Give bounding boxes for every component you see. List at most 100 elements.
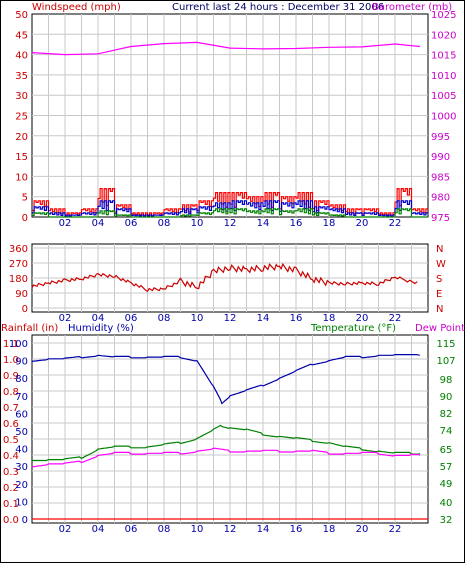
gust-series xyxy=(32,188,428,216)
x-tick-label: 10 xyxy=(191,218,204,229)
x-tick-label: 04 xyxy=(92,218,105,229)
x-tick-label: 08 xyxy=(158,524,171,535)
humidity-series xyxy=(31,354,420,405)
direction-tick-label: 180 xyxy=(9,274,28,285)
barometer-tick-label: 995 xyxy=(431,132,450,143)
compass-tick-label: N xyxy=(436,244,443,255)
windspeed-tick-label: 30 xyxy=(15,91,28,102)
temperature-tick-label: 49 xyxy=(440,479,453,490)
direction-tick-label: 360 xyxy=(9,244,28,255)
x-tick-label: 02 xyxy=(59,313,72,324)
direction-tick-label: 0 xyxy=(22,304,28,315)
rainfall-tick-label: 0.4 xyxy=(3,451,19,462)
humidity-tick-label: 90 xyxy=(15,357,28,368)
barometer-tick-label: 1020 xyxy=(431,30,456,41)
x-tick-label: 12 xyxy=(224,218,237,229)
windspeed-tick-label: 15 xyxy=(15,152,28,163)
temperature-tick-label: 65 xyxy=(440,445,453,456)
windspeed-tick-label: 45 xyxy=(15,30,28,41)
humidity-tick-label: 50 xyxy=(15,427,28,438)
rainfall-tick-label: 0.1 xyxy=(3,499,19,510)
barometer-tick-label: 985 xyxy=(431,172,450,183)
windspeed-tick-label: 40 xyxy=(15,51,28,62)
rainfall-tick-label: 0.7 xyxy=(3,403,19,414)
grid-layer xyxy=(32,14,428,523)
windspeed-tick-label: 25 xyxy=(15,112,28,123)
x-tick-label: 20 xyxy=(356,524,369,535)
temperature-tick-label: 82 xyxy=(440,409,453,420)
x-tick-label: 04 xyxy=(92,524,105,535)
x-tick-label: 10 xyxy=(191,524,204,535)
x-tick-label: 02 xyxy=(59,524,72,535)
humidity-axis-title: Humidity (%) xyxy=(68,323,134,334)
barometer-axis-title: Barometer (mb) xyxy=(372,2,452,13)
x-tick-label: 18 xyxy=(323,524,336,535)
series-layer xyxy=(31,41,428,520)
barometer-tick-label: 980 xyxy=(431,193,450,204)
windspeed-tick-label: 10 xyxy=(15,172,28,183)
compass-tick-label: S xyxy=(436,274,442,285)
rainfall-tick-label: 1.1 xyxy=(3,339,19,350)
windspeed-tick-label: 50 xyxy=(15,10,28,21)
wind-average-series xyxy=(32,200,428,217)
x-tick-label: 20 xyxy=(356,313,369,324)
x-tick-label: 14 xyxy=(257,313,270,324)
x-tick-label: 18 xyxy=(323,218,336,229)
barometer-tick-label: 1005 xyxy=(431,91,456,102)
x-tick-label: 16 xyxy=(290,218,303,229)
x-tick-label: 22 xyxy=(389,313,402,324)
humidity-tick-label: 100 xyxy=(9,339,28,350)
rainfall-tick-label: 0.8 xyxy=(3,387,19,398)
humidity-tick-label: 20 xyxy=(15,480,28,491)
barometer-series xyxy=(31,41,420,56)
x-tick-label: 08 xyxy=(158,218,171,229)
x-tick-label: 12 xyxy=(224,524,237,535)
windspeed-tick-label: 35 xyxy=(15,71,28,82)
x-tick-label: 14 xyxy=(257,218,270,229)
temperature-axis-title: Temperature (°F) xyxy=(310,323,396,334)
windspeed-tick-label: 20 xyxy=(15,132,28,143)
humidity-tick-label: 10 xyxy=(15,497,28,508)
temperature-tick-label: 74 xyxy=(440,426,453,437)
dew-point-series xyxy=(31,447,421,468)
humidity-tick-label: 80 xyxy=(15,374,28,385)
x-tick-label: 10 xyxy=(191,313,204,324)
x-tick-label: 04 xyxy=(92,313,105,324)
rainfall-tick-label: 0.0 xyxy=(3,515,19,526)
humidity-tick-label: 70 xyxy=(15,392,28,403)
barometer-tick-label: 1010 xyxy=(431,71,456,82)
rainfall-tick-label: 0.9 xyxy=(3,371,19,382)
humidity-tick-label: 60 xyxy=(15,409,28,420)
rainfall-tick-label: 0.6 xyxy=(3,419,19,430)
x-tick-label: 14 xyxy=(257,524,270,535)
wind-direction-series xyxy=(31,262,418,292)
x-tick-label: 22 xyxy=(389,218,402,229)
humidity-tick-label: 0 xyxy=(22,515,28,526)
temperature-tick-label: 98 xyxy=(440,375,453,386)
temperature-tick-label: 57 xyxy=(440,462,453,473)
barometer-tick-label: 975 xyxy=(431,213,450,224)
rainfall-tick-label: 1.0 xyxy=(3,355,19,366)
barometer-tick-label: 1015 xyxy=(431,51,456,62)
compass-tick-label: E xyxy=(436,289,442,300)
direction-tick-label: 270 xyxy=(9,259,28,270)
rainfall-tick-label: 0.2 xyxy=(3,483,19,494)
rainfall-tick-label: 0.3 xyxy=(3,467,19,478)
x-tick-label: 20 xyxy=(356,218,369,229)
temperature-tick-label: 90 xyxy=(440,392,453,403)
temperature-tick-label: 107 xyxy=(436,356,455,367)
temperature-tick-label: 40 xyxy=(440,498,453,509)
barometer-tick-label: 1000 xyxy=(431,112,456,123)
temperature-tick-label: 115 xyxy=(436,339,455,350)
chart-title: Current last 24 hours : December 31 2006 xyxy=(172,2,384,13)
x-tick-label: 16 xyxy=(290,313,303,324)
windspeed-tick-label: 0 xyxy=(22,213,28,224)
windspeed-axis-title: Windspeed (mph) xyxy=(32,2,121,13)
dew-point-axis-title: Dew Point xyxy=(415,323,465,334)
windspeed-tick-label: 5 xyxy=(22,193,28,204)
x-tick-label: 06 xyxy=(125,524,138,535)
barometer-tick-label: 990 xyxy=(431,152,450,163)
x-tick-label: 16 xyxy=(290,524,303,535)
